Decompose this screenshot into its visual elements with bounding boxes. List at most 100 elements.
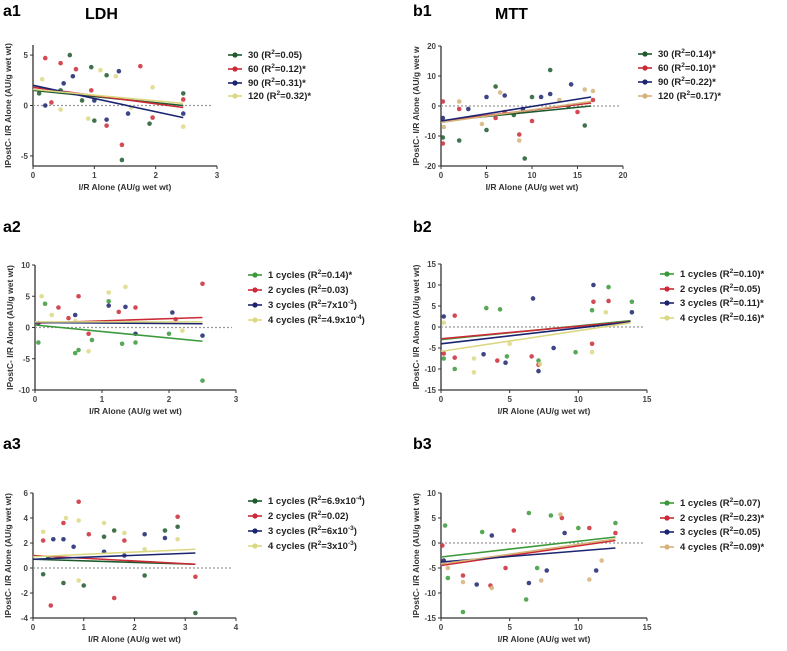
- superscript: 2: [730, 541, 734, 548]
- data-point: [558, 512, 563, 517]
- superscript: 2: [318, 269, 322, 276]
- data-point: [104, 117, 109, 122]
- data-point: [568, 82, 574, 87]
- regression-line: [440, 539, 616, 567]
- x-axis-label: I/R Alone (AU/g wet wt): [79, 182, 172, 192]
- data-point: [66, 315, 71, 321]
- legend-marker-swatch: [252, 287, 258, 293]
- data-point: [193, 574, 198, 580]
- y-tick-label: 10: [21, 261, 30, 270]
- y-tick-label: 5: [432, 514, 437, 523]
- legend-marker-swatch: [664, 515, 670, 521]
- legend-label: 60 (R2=0.10)*: [658, 62, 716, 74]
- x-tick-label: 3: [183, 623, 188, 632]
- panel-label: a1: [3, 3, 21, 20]
- data-point: [526, 510, 532, 516]
- legend-r2-exponent: -4: [356, 314, 362, 321]
- legend-label: 90 (R2=0.31)*: [248, 77, 306, 89]
- legend-label: 30 (R2=0.14)*: [658, 48, 716, 60]
- data-point: [104, 72, 109, 78]
- data-point: [547, 67, 553, 73]
- data-point: [133, 305, 138, 310]
- data-point: [40, 538, 46, 543]
- data-point: [445, 565, 451, 571]
- legend-label: 3 cycles (R2=0.05): [680, 526, 761, 538]
- y-tick-label: 0: [24, 564, 29, 573]
- legend-r2-value: =0.31: [275, 78, 300, 89]
- legend-marker-swatch: [664, 544, 670, 550]
- data-point: [113, 73, 119, 79]
- significance-star: *: [349, 270, 353, 281]
- data-point: [119, 142, 125, 148]
- series-1: [42, 55, 186, 148]
- legend-item: 4 cycles (R2=3x10-3): [248, 540, 357, 552]
- legend-marker-swatch: [642, 51, 648, 57]
- panel-label: b3: [413, 436, 432, 453]
- data-point: [86, 348, 91, 354]
- legend-marker-swatch: [232, 66, 238, 72]
- data-point: [629, 299, 635, 305]
- data-point: [61, 580, 66, 586]
- legend-marker-swatch: [232, 52, 238, 58]
- significance-star: *: [761, 313, 765, 324]
- data-point: [497, 90, 503, 95]
- legend-label: 4 cycles (R2=3x10-3): [268, 540, 357, 552]
- legend-item: 30 (R2=0.14)*: [638, 48, 716, 60]
- series-2: [36, 303, 205, 338]
- x-tick-label: 10: [528, 171, 537, 180]
- data-point: [516, 132, 522, 137]
- legend-item: 1 cycles (R2=6.9x10-4): [248, 495, 365, 507]
- x-tick-label: 2: [153, 171, 158, 180]
- data-point: [72, 312, 78, 318]
- data-point: [63, 515, 69, 521]
- data-point: [471, 356, 477, 361]
- data-point: [40, 571, 46, 577]
- data-point: [582, 123, 588, 128]
- data-point: [49, 100, 54, 105]
- data-point: [489, 585, 495, 591]
- panel-b3: b3 0 5 10 15 -15 -10 -5 0 5 10 I/R Alone (AU/g wet …: [411, 436, 765, 644]
- regression-line: [32, 554, 196, 566]
- data-point: [175, 524, 180, 530]
- data-point: [106, 290, 111, 295]
- data-point: [559, 515, 565, 521]
- data-point: [495, 358, 500, 363]
- legend-series-name: 2 cycles (R: [268, 511, 318, 522]
- data-point: [452, 366, 458, 372]
- superscript: 2: [681, 62, 685, 69]
- data-point: [481, 352, 486, 357]
- data-point: [460, 573, 466, 578]
- series-0: [441, 284, 635, 372]
- data-point: [175, 536, 180, 542]
- legend-item: 60 (R2=0.12)*: [228, 63, 306, 75]
- legend-item: 2 cycles (R2=0.23)*: [660, 512, 765, 524]
- legend-r2-value: =3x10: [321, 541, 348, 552]
- panel-label: b1: [413, 3, 432, 20]
- data-point: [503, 565, 508, 571]
- legend-label: 2 cycles (R2=0.05): [680, 283, 761, 295]
- data-point: [445, 575, 451, 581]
- panel-label: b2: [413, 219, 432, 236]
- legend-item: 4 cycles (R2=0.09)*: [660, 541, 765, 553]
- significance-star: *: [302, 64, 306, 75]
- data-point: [538, 94, 544, 100]
- legend: 30 (R2=0.05)60 (R2=0.12)*90 (R2=0.31)*12…: [228, 49, 311, 102]
- data-point: [538, 578, 544, 583]
- data-point: [484, 127, 489, 133]
- y-tick-label: -15: [424, 386, 436, 395]
- x-tick-label: 0: [33, 395, 38, 404]
- legend-series-name: 60 (R: [658, 63, 681, 74]
- legend-item: 3 cycles (R2=0.11)*: [660, 297, 764, 309]
- data-point: [116, 309, 122, 315]
- superscript: 2: [318, 525, 322, 532]
- y-tick-label: -5: [21, 152, 29, 161]
- legend-marker-swatch: [642, 79, 648, 85]
- data-point: [98, 67, 103, 73]
- data-point: [42, 301, 48, 307]
- legend-marker-swatch: [642, 93, 648, 99]
- legend-label: 1 cycles (R2=0.10)*: [680, 268, 765, 280]
- data-point: [133, 340, 138, 345]
- data-point: [511, 528, 517, 533]
- legend-label: 120 (R2=0.17)*: [658, 90, 721, 102]
- data-point: [562, 530, 567, 536]
